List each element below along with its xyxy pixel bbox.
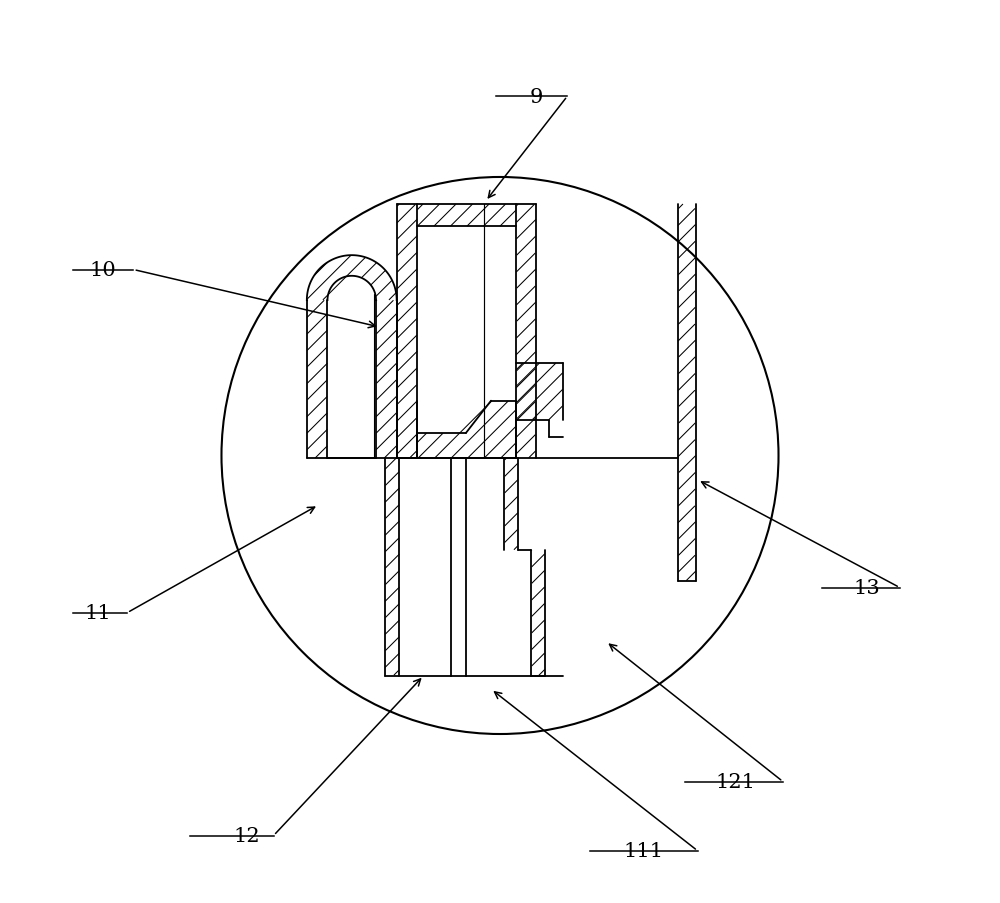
Text: 121: 121 <box>715 772 755 791</box>
Text: 11: 11 <box>84 603 111 622</box>
Text: 13: 13 <box>853 579 880 598</box>
Text: 10: 10 <box>90 261 116 280</box>
Text: 111: 111 <box>624 842 664 861</box>
Text: 9: 9 <box>529 88 543 107</box>
Text: 12: 12 <box>233 826 260 845</box>
